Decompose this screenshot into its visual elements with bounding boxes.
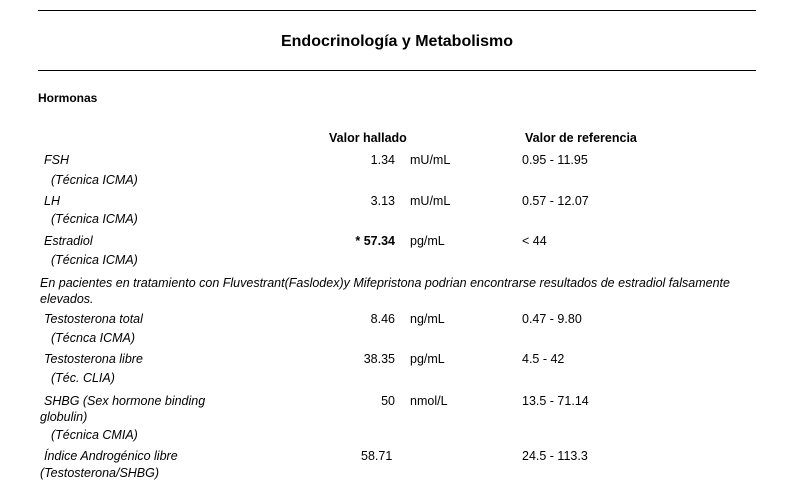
test-reference: 0.95 - 11.95 bbox=[522, 153, 588, 167]
test-name-continued: globulin) bbox=[40, 410, 88, 424]
test-reference: 0.47 - 9.80 bbox=[522, 312, 582, 326]
test-name: SHBG (Sex hormone binding bbox=[44, 394, 206, 408]
test-technique: (Técnca ICMA) bbox=[51, 331, 136, 345]
test-value: 1.34 bbox=[370, 153, 395, 167]
test-technique: (Técnica ICMA) bbox=[51, 253, 138, 267]
page-title: Endocrinología y Metabolismo bbox=[280, 33, 514, 50]
title-divider bbox=[38, 70, 756, 71]
test-value: 3.13 bbox=[370, 194, 395, 208]
test-technique: (Téc. CLIA) bbox=[51, 371, 115, 385]
test-value: 8.46 bbox=[370, 312, 395, 326]
test-name: Testosterona libre bbox=[44, 352, 143, 366]
test-name: Estradiol bbox=[44, 234, 93, 248]
test-technique: (Técnica CMIA) bbox=[51, 428, 138, 442]
test-reference: 13.5 - 71.14 bbox=[522, 394, 589, 408]
section-heading: Hormonas bbox=[38, 91, 98, 105]
test-name-continued: (Testosterona/SHBG) bbox=[40, 466, 160, 480]
test-reference: 4.5 - 42 bbox=[522, 352, 565, 366]
test-technique: (Técnica ICMA) bbox=[51, 212, 138, 226]
test-unit: pg/mL bbox=[410, 234, 445, 248]
column-header-reference: Valor de referencia bbox=[525, 131, 637, 145]
test-technique: (Técnica ICMA) bbox=[51, 173, 138, 187]
test-name: Testosterona total bbox=[44, 312, 143, 326]
test-unit: nmol/L bbox=[410, 394, 448, 408]
test-unit: ng/mL bbox=[410, 312, 445, 326]
test-reference: 24.5 - 113.3 bbox=[522, 449, 588, 463]
test-unit: pg/mL bbox=[410, 352, 445, 366]
test-value: 38.35 bbox=[363, 352, 395, 366]
test-reference: 0.57 - 12.07 bbox=[522, 194, 589, 208]
column-header-value: Valor hallado bbox=[329, 131, 407, 145]
test-unit: mU/mL bbox=[410, 194, 451, 208]
test-unit: mU/mL bbox=[410, 153, 451, 167]
test-value-flagged: * 57.34 bbox=[355, 234, 395, 248]
test-name: Índice Androgénico libre bbox=[44, 449, 178, 463]
test-reference: < 44 bbox=[522, 234, 547, 248]
top-divider bbox=[38, 10, 756, 11]
test-name: LH bbox=[44, 194, 60, 208]
estradiol-note: En pacientes en tratamiento con Fluvestr… bbox=[40, 276, 730, 306]
test-value: 58.71 bbox=[361, 449, 393, 463]
test-value: 50 bbox=[381, 394, 395, 408]
test-name: FSH bbox=[44, 153, 69, 167]
